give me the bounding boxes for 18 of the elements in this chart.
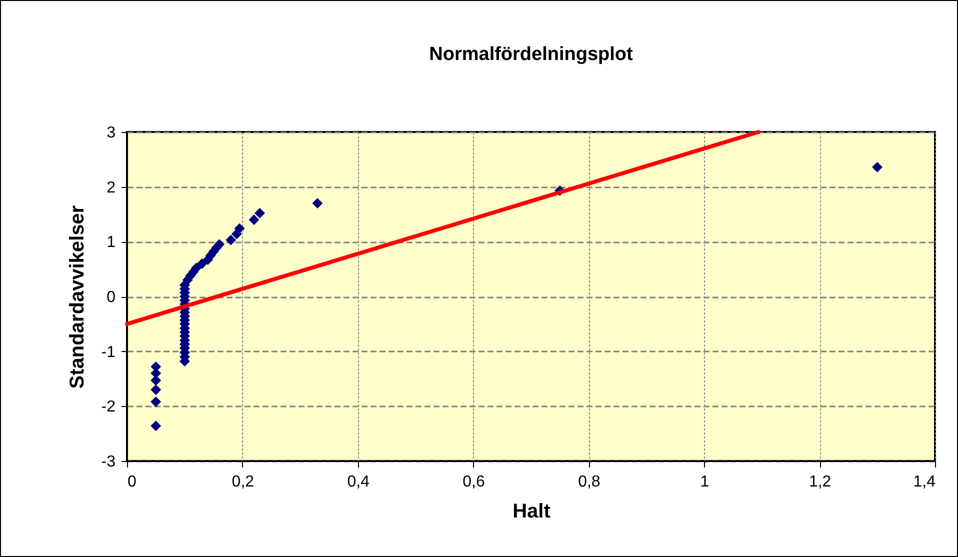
x-tick-label: 0,6 [462, 474, 486, 490]
y-axis-title: Standardavvikelser [66, 205, 88, 389]
y-tick-label: -1 [101, 344, 116, 361]
x-tick-label: 1,4 [913, 474, 936, 490]
x-tick-label: 1 [700, 474, 710, 490]
y-tick-label: -2 [101, 398, 116, 416]
x-tick-label: 0 [128, 474, 136, 490]
x-tick-label: 0,8 [578, 474, 600, 490]
y-tick-label: 0 [106, 289, 116, 306]
y-tick-label: 3 [106, 124, 116, 142]
y-tick-label: -3 [101, 454, 116, 470]
y-tick-label: 2 [106, 179, 116, 196]
y-tick-label: 1 [106, 234, 116, 252]
x-tick-label: 0,4 [347, 474, 370, 490]
x-axis-title: Halt [512, 500, 551, 522]
x-tick-label: 1,2 [808, 474, 832, 490]
x-tick-label: 0,2 [232, 474, 254, 490]
chart-title: Normalfördelningsplot [429, 44, 634, 65]
